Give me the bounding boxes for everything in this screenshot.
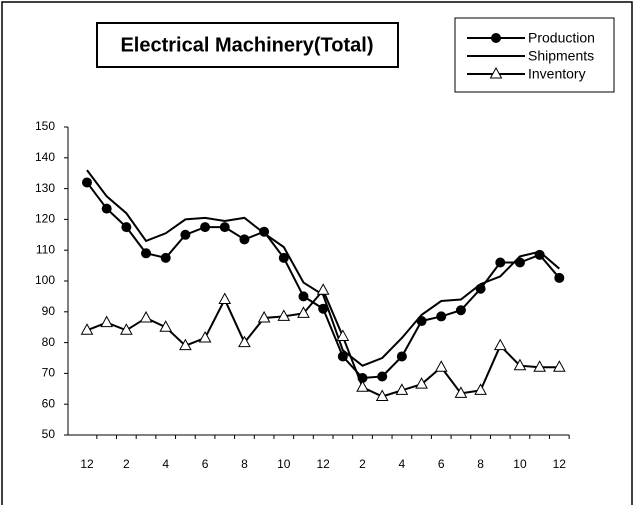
y-tick-label: 80: [42, 335, 56, 349]
data-point: [257, 310, 271, 323]
data-point: [454, 386, 468, 398]
legend: Production Shipments Inventory: [467, 30, 595, 82]
data-point: [101, 203, 112, 214]
x-tick-label: 8: [241, 457, 248, 471]
y-tick-label: 140: [35, 150, 55, 164]
data-point: [218, 292, 232, 304]
data-point: [297, 306, 310, 318]
title-box: [96, 22, 399, 68]
y-tick-label: 110: [36, 242, 55, 256]
y-tick-label: 130: [35, 181, 55, 195]
chart-title: Electrical Machinery(Total): [120, 34, 373, 56]
data-point: [141, 248, 152, 259]
x-tick-label: 10: [513, 457, 527, 471]
data-point: [80, 323, 94, 335]
y-tick-label: 60: [42, 396, 56, 410]
x-tick-label: 8: [477, 457, 484, 471]
data-point: [316, 283, 330, 295]
data-point: [396, 351, 407, 362]
data-point: [278, 252, 289, 263]
legend-label: Inventory: [528, 66, 586, 82]
data-point: [219, 222, 230, 233]
data-point: [121, 222, 132, 233]
data-point: [159, 320, 173, 332]
data-point: [493, 338, 507, 351]
y-tick-label: 100: [35, 273, 55, 287]
x-tick-label: 10: [277, 457, 291, 471]
data-point: [552, 360, 566, 372]
y-tick-label: 70: [42, 366, 56, 380]
data-point: [238, 335, 251, 348]
data-point: [160, 252, 171, 263]
legend-label: Production: [528, 30, 595, 46]
x-tick-label: 2: [123, 457, 130, 471]
data-point: [513, 358, 527, 371]
data-point: [337, 351, 348, 362]
x-tick-label: 4: [162, 457, 169, 471]
data-point: [198, 330, 212, 343]
data-point: [436, 311, 447, 322]
data-point: [375, 389, 389, 401]
x-tick-label: 12: [553, 457, 567, 471]
data-point: [179, 338, 192, 351]
data-point: [200, 222, 211, 233]
x-tick-label: 2: [359, 457, 366, 471]
data-point: [455, 305, 466, 316]
x-tick-label: 4: [399, 457, 406, 471]
x-tick-label: 6: [202, 457, 209, 471]
x-tick-label: 12: [316, 457, 330, 471]
y-tick-label: 90: [42, 304, 56, 318]
x-tick-label: 12: [80, 457, 94, 471]
y-tick-label: 50: [42, 427, 56, 441]
data-point: [533, 360, 546, 372]
data-point: [239, 234, 250, 245]
data-point: [356, 380, 369, 392]
data-point: [377, 371, 388, 382]
data-point: [395, 383, 409, 395]
data-point: [120, 323, 133, 335]
data-point: [139, 310, 153, 323]
data-point: [434, 360, 448, 372]
data-point: [495, 257, 506, 268]
legend-label: Shipments: [528, 48, 594, 64]
legend-marker: [491, 33, 501, 43]
data-point: [554, 272, 565, 283]
data-point: [318, 303, 329, 314]
data-point: [277, 309, 291, 321]
data-point: [336, 329, 350, 341]
data-point: [298, 291, 309, 302]
legend-marker: [489, 66, 503, 79]
y-tick-label: 120: [35, 212, 55, 226]
data-point: [82, 177, 92, 188]
data-point: [100, 315, 114, 328]
series-line: [86, 169, 560, 367]
data-point: [474, 383, 487, 395]
x-tick-label: 6: [438, 457, 445, 471]
data-point: [180, 229, 191, 240]
data-point: [415, 377, 428, 389]
y-tick-label: 150: [35, 119, 55, 133]
